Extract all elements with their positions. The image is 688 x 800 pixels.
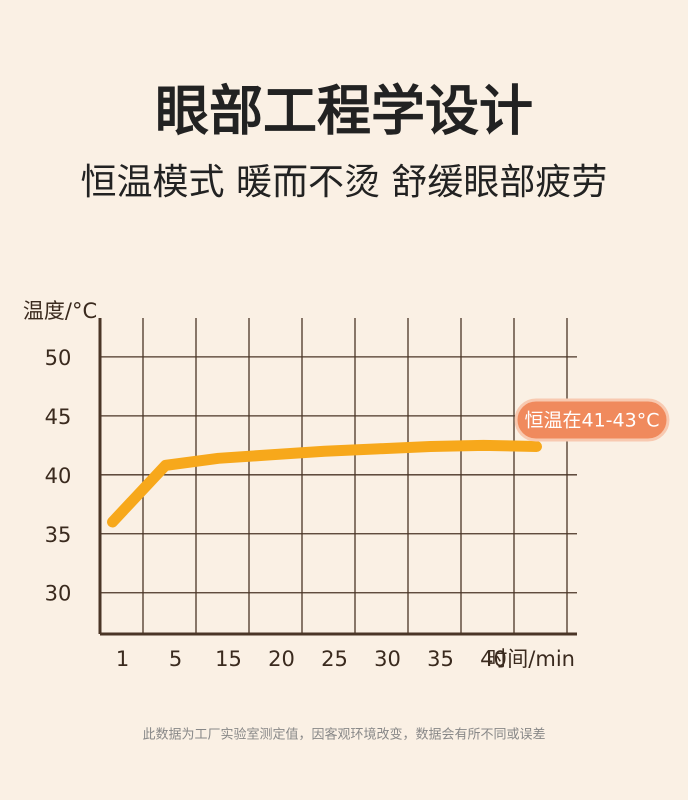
y-tick-label: 30 xyxy=(45,582,72,606)
y-axis-label: 温度/°C xyxy=(23,299,97,323)
x-tick-label: 30 xyxy=(374,647,401,671)
y-tick-label: 45 xyxy=(45,405,72,429)
y-tick-label: 40 xyxy=(45,464,72,488)
annotation-badge xyxy=(514,398,670,442)
subtitle: 恒温模式 暖而不烫 舒缓眼部疲劳 xyxy=(81,162,608,203)
x-tick-label: 5 xyxy=(169,647,182,671)
x-tick-label: 35 xyxy=(427,647,454,671)
annotation: 恒温在41-43°C xyxy=(525,410,660,432)
x-axis-label: 时间/min xyxy=(486,647,575,671)
x-tick-label: 20 xyxy=(268,647,295,671)
x-tick-label: 40 xyxy=(480,647,507,671)
title: 眼部工程学设计 xyxy=(155,80,533,143)
x-tick-label: 15 xyxy=(215,647,242,671)
x-tick-label: 25 xyxy=(321,647,348,671)
footnote: 此数据为工厂实验室测定值，因客观环境改变，数据会有所不同或误差 xyxy=(142,727,545,743)
y-tick-label: 50 xyxy=(45,346,72,370)
x-tick-label: 1 xyxy=(116,647,129,671)
line-series xyxy=(107,439,542,528)
y-tick-label: 35 xyxy=(45,523,72,547)
